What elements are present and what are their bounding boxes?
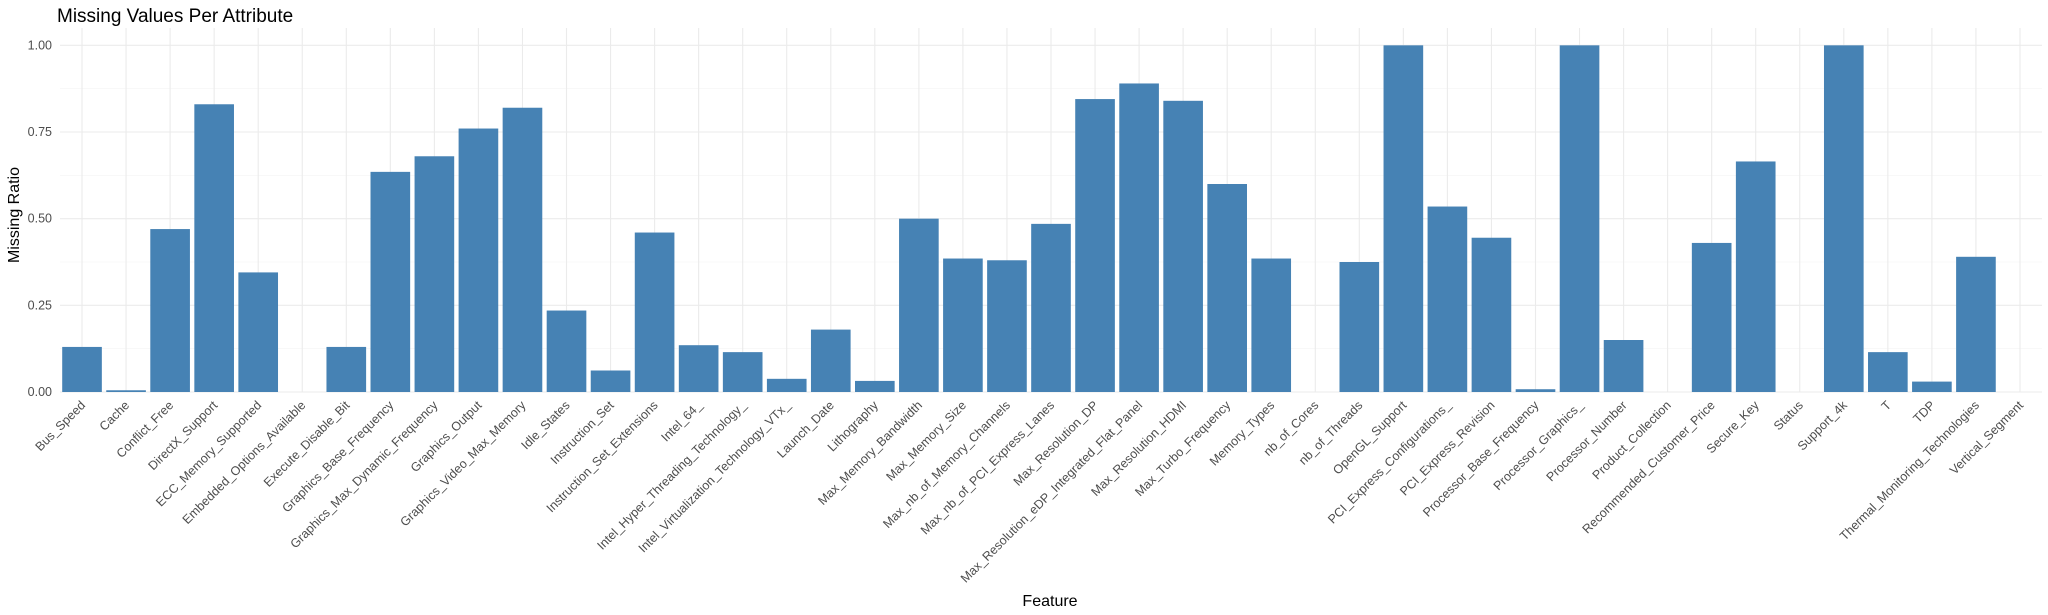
bar <box>1163 100 1203 393</box>
bar <box>1603 340 1644 392</box>
bar <box>855 380 895 392</box>
bar <box>326 346 367 392</box>
bar <box>458 128 499 393</box>
bar <box>1031 223 1071 392</box>
bar <box>1251 258 1292 392</box>
y-tick-label: 0.75 <box>28 125 52 139</box>
bar <box>1383 45 1424 392</box>
x-tick-label: Bus_Speed <box>33 398 89 454</box>
bar <box>370 171 411 392</box>
bar <box>1559 45 1600 392</box>
bar <box>1868 352 1908 392</box>
bar <box>238 272 279 392</box>
bar <box>1735 161 1776 392</box>
y-axis-title: Missing Ratio <box>6 167 23 263</box>
bars <box>62 45 1996 393</box>
x-tick-label: Max_Memory_Size <box>883 398 969 484</box>
bar <box>1691 242 1732 392</box>
bar <box>106 390 146 392</box>
bar <box>502 107 543 392</box>
bar <box>943 258 983 392</box>
x-axis-ticks: Bus_Speed CacheConflict_FreeDirectX_Suppo… <box>33 397 2027 585</box>
y-axis-ticks: 0.00 0.25 0.50 0.75 1.00 <box>28 38 52 399</box>
bar <box>722 352 763 392</box>
bar <box>1956 256 1996 392</box>
x-tick-label: OpenGL_Support <box>1330 398 1410 478</box>
bar <box>62 346 102 392</box>
bar <box>1515 389 1556 392</box>
y-tick-label: 1.00 <box>28 38 52 52</box>
bar <box>546 310 587 392</box>
bar <box>194 104 234 393</box>
y-tick-label: 0.25 <box>28 298 52 312</box>
x-tick-label: T <box>1879 398 1895 414</box>
x-tick-label: Execute_Disable_Bit <box>261 398 353 490</box>
bar <box>766 378 807 392</box>
x-axis-title: Feature <box>1022 593 1077 610</box>
bar <box>1912 381 1952 392</box>
x-tick-label: Status <box>1771 398 1806 433</box>
bar <box>1207 184 1247 392</box>
bar <box>1075 99 1115 393</box>
x-tick-label: Product_Collection <box>1590 398 1674 482</box>
bar <box>414 156 455 392</box>
x-tick-label: Vertical_Segment <box>1947 398 2027 478</box>
bar <box>1427 206 1468 392</box>
bar <box>899 218 939 392</box>
bar <box>987 260 1027 392</box>
bar <box>590 370 631 392</box>
x-tick-label: Max_Resolution_DP <box>1011 398 1101 488</box>
chart-title: Missing Values Per Attribute <box>57 6 293 27</box>
x-tick-label: TDP <box>1910 398 1938 426</box>
bar <box>678 345 719 392</box>
bar <box>1823 45 1864 392</box>
bar <box>1339 262 1380 392</box>
bar <box>810 329 851 392</box>
bar <box>634 232 675 392</box>
bar <box>150 229 190 392</box>
y-tick-label: 0.50 <box>28 212 52 226</box>
bar <box>1471 237 1512 392</box>
x-tick-label: Processor_Number <box>1544 398 1630 484</box>
bar <box>1119 83 1159 392</box>
y-tick-label: 0.00 <box>28 385 52 399</box>
x-tick-label: Cache <box>97 398 132 433</box>
